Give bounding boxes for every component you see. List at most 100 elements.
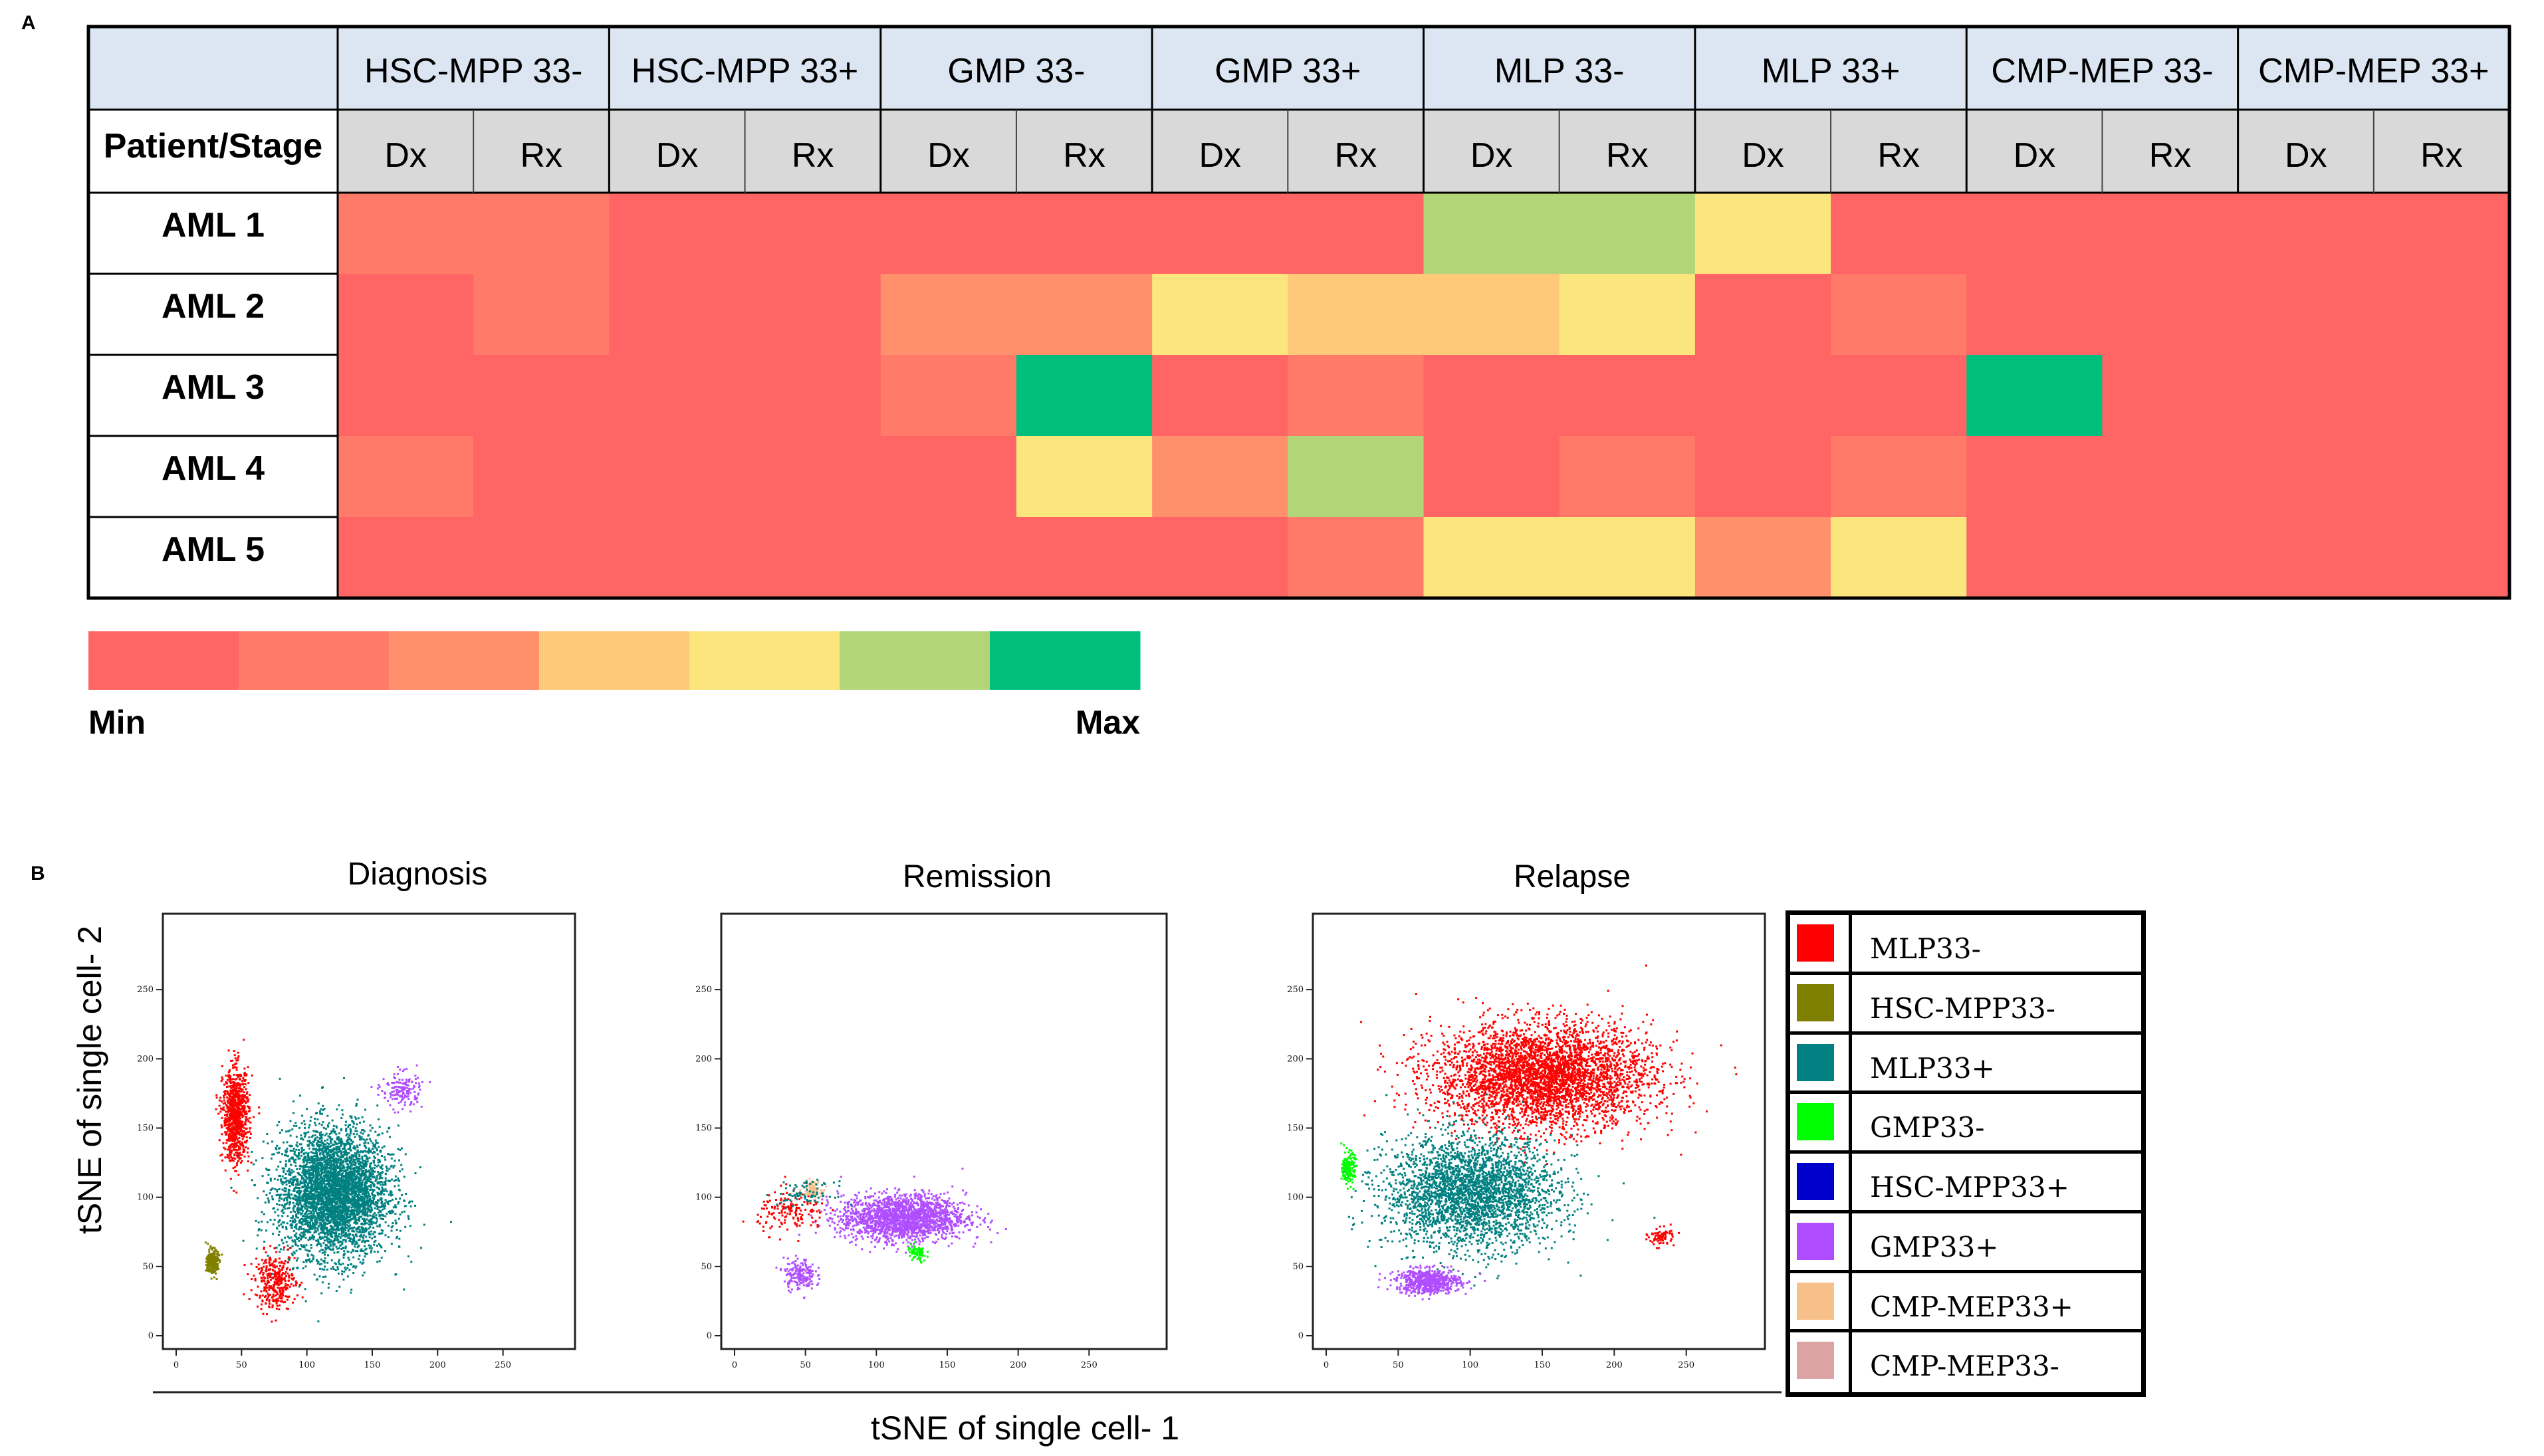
heatmap-cell <box>745 274 881 356</box>
heatmap-cell <box>745 355 881 437</box>
y-tick-label: 50 <box>1292 1262 1304 1272</box>
subcolumn-label: Dx <box>1470 136 1513 175</box>
x-tick-label: 100 <box>868 1360 885 1370</box>
y-tick-label: 100 <box>1287 1193 1304 1203</box>
y-tick-label: 200 <box>695 1054 712 1064</box>
legend-item: CMP-MEP33+ <box>1790 1273 2141 1333</box>
subcolumn-label: Rx <box>2420 136 2463 175</box>
x-tick-label: 50 <box>800 1360 811 1370</box>
heatmap-cell <box>1152 355 1288 437</box>
legend-label: GMP33+ <box>1870 1230 1999 1263</box>
subcolumn-label: Dx <box>2014 136 2056 175</box>
heatmap-cell <box>2238 436 2374 518</box>
legend-divider <box>1849 1332 1852 1392</box>
heatmap-cell <box>880 193 1017 274</box>
x-tick-label: 150 <box>1534 1360 1551 1370</box>
heatmap-cell <box>1423 274 1560 356</box>
heatmap-cell <box>338 355 474 437</box>
y-tick-label: 50 <box>701 1262 712 1272</box>
heatmap-cell <box>2373 193 2510 274</box>
heatmap-cell <box>609 274 746 356</box>
legend-divider <box>1849 1094 1852 1150</box>
x-tick-label: 0 <box>1324 1360 1329 1370</box>
x-axis-label: tSNE of single cell- 1 <box>871 1409 1180 1447</box>
subcolumn-label: Rx <box>2149 136 2192 175</box>
heatmap-cell <box>2102 193 2239 274</box>
heatmap-cell <box>2373 355 2510 437</box>
legend-divider <box>1849 1034 1852 1091</box>
scatter-panel-remission: 0 50 100 150 200 250 0 50 100 150 200 250 <box>695 912 1168 1370</box>
heatmap-cell <box>2373 436 2510 518</box>
y-tick-label: 250 <box>1287 985 1304 995</box>
x-tick-label: 200 <box>1010 1360 1026 1370</box>
legend-swatch <box>1797 1043 1834 1081</box>
y-tick-label: 200 <box>137 1054 154 1064</box>
scatter-panel-relapse: 0 50 100 150 200 250 0 50 100 150 200 250 <box>1287 912 1766 1370</box>
legend-item: CMP-MEP33- <box>1790 1332 2141 1392</box>
group-header: MLP 33+ <box>1762 52 1901 90</box>
legend-label: CMP-MEP33+ <box>1870 1290 2073 1323</box>
heatmap-cell <box>1694 436 1831 518</box>
group-header: GMP 33- <box>947 52 1085 90</box>
heatmap-cell <box>609 193 746 274</box>
group-header: MLP 33- <box>1494 52 1625 90</box>
x-tick-label: 250 <box>1081 1360 1098 1370</box>
legend-swatch <box>1797 1222 1834 1260</box>
x-tick-label: 50 <box>1393 1360 1404 1370</box>
heatmap-cell <box>2102 274 2239 356</box>
heatmap-cell <box>473 193 610 274</box>
heatmap-cell <box>1016 355 1153 437</box>
legend-item: GMP33- <box>1790 1094 2141 1154</box>
subcolumn-label: Rx <box>792 136 834 175</box>
legend-item: GMP33+ <box>1790 1213 2141 1273</box>
legend-label: HSC-MPP33+ <box>1870 1171 2069 1203</box>
legend-swatch <box>1797 1103 1834 1141</box>
row-label: AML 3 <box>162 368 265 407</box>
y-tick-label: 0 <box>1298 1331 1304 1341</box>
heatmap-cell <box>1966 355 2103 437</box>
header-row <box>88 27 2509 110</box>
legend-label: MLP33+ <box>1870 1051 1995 1085</box>
x-tick-label: 200 <box>1606 1360 1623 1370</box>
heatmap-cell <box>1152 193 1288 274</box>
legend-swatch <box>1797 1342 1834 1380</box>
legend-divider <box>1849 1213 1852 1270</box>
heatmap-cell <box>1694 355 1831 437</box>
group-header: CMP-MEP 33+ <box>2258 52 2489 90</box>
subcolumn-label: Rx <box>1606 136 1649 175</box>
subcolumn-label: Dx <box>2285 136 2327 175</box>
y-tick-label: 200 <box>1287 1054 1304 1064</box>
subcolumn-label: Rx <box>1877 136 1920 175</box>
subcolumn-label: Dx <box>1199 136 1241 175</box>
heatmap-cell <box>473 274 610 356</box>
x-tick-label: 0 <box>173 1360 179 1370</box>
heatmap-cell <box>338 436 474 518</box>
heatmap-cell <box>609 355 746 437</box>
heatmap-cell <box>1423 436 1560 518</box>
heatmap-cell <box>1016 274 1153 356</box>
heatmap-cell <box>338 517 474 599</box>
heatmap-cell <box>1152 436 1288 518</box>
y-tick-label: 0 <box>148 1331 154 1341</box>
subcolumn-label: Rx <box>520 136 563 175</box>
heatmap-cell <box>1288 355 1424 437</box>
heatmap-cell <box>473 436 610 518</box>
subcolumn-label: Rx <box>1063 136 1105 175</box>
heatmap-cell <box>1559 274 1696 356</box>
heatmap-cell <box>745 193 881 274</box>
heatmap-cell <box>2238 355 2374 437</box>
subcolumn-label: Rx <box>1335 136 1377 175</box>
group-header: HSC-MPP 33+ <box>632 52 859 90</box>
legend-item: HSC-MPP33+ <box>1790 1154 2141 1213</box>
legend-label: HSC-MPP33- <box>1870 991 2055 1025</box>
heatmap-cell <box>1831 274 1967 356</box>
y-tick-label: 250 <box>137 985 154 995</box>
heatmap-cell <box>1966 193 2103 274</box>
legend-label: GMP33- <box>1870 1111 1985 1144</box>
row-label: AML 2 <box>162 287 265 326</box>
x-tick-label: 100 <box>298 1360 315 1370</box>
legend-swatch <box>1797 924 1834 962</box>
x-tick-label: 150 <box>939 1360 956 1370</box>
subcolumn-label: Dx <box>927 136 970 175</box>
